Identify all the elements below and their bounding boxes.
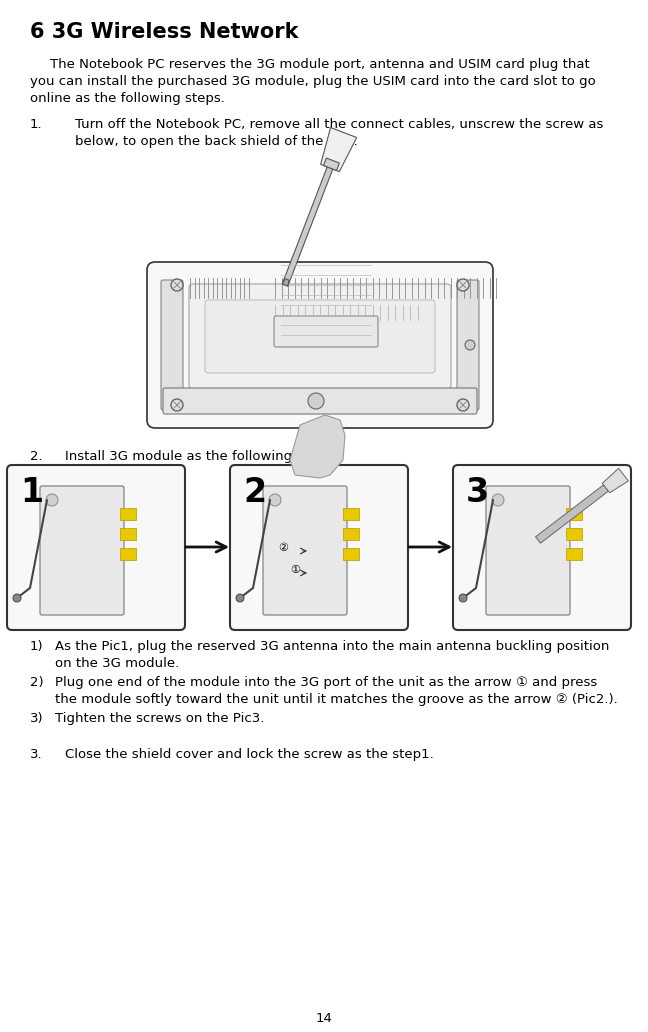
Text: 1.: 1. [30,118,43,131]
Circle shape [459,594,467,602]
Text: As the Pic1, plug the reserved 3G antenna into the main antenna buckling positio: As the Pic1, plug the reserved 3G antenn… [55,640,609,653]
FancyBboxPatch shape [230,465,408,630]
FancyBboxPatch shape [147,262,493,428]
Polygon shape [282,279,289,286]
Circle shape [308,393,324,409]
FancyBboxPatch shape [205,300,435,373]
Text: Tighten the screws on the Pic3.: Tighten the screws on the Pic3. [55,712,264,725]
Circle shape [13,594,21,602]
FancyBboxPatch shape [7,465,185,630]
Text: ②: ② [278,543,288,553]
Text: Turn off the Notebook PC, remove all the connect cables, unscrew the screw as: Turn off the Notebook PC, remove all the… [75,118,603,131]
FancyBboxPatch shape [343,508,359,520]
Circle shape [171,279,183,291]
Text: 3): 3) [30,712,43,725]
FancyBboxPatch shape [453,465,631,630]
FancyBboxPatch shape [161,280,183,410]
FancyBboxPatch shape [120,508,136,520]
Text: 14: 14 [316,1012,332,1025]
Circle shape [236,594,244,602]
Text: you can install the purchased 3G module, plug the USIM card into the card slot t: you can install the purchased 3G module,… [30,75,596,88]
Text: 3: 3 [466,476,489,509]
Polygon shape [321,128,356,171]
FancyBboxPatch shape [566,508,582,520]
Circle shape [465,340,475,350]
Text: 6 3G Wireless Network: 6 3G Wireless Network [30,22,299,42]
Text: on the 3G module.: on the 3G module. [55,657,179,670]
Circle shape [492,494,504,506]
Text: 2): 2) [30,676,43,689]
FancyBboxPatch shape [457,280,479,410]
Text: online as the following steps.: online as the following steps. [30,92,225,105]
Circle shape [457,399,469,411]
FancyBboxPatch shape [566,548,582,560]
Text: Plug one end of the module into the 3G port of the unit as the arrow ① and press: Plug one end of the module into the 3G p… [55,676,597,689]
Polygon shape [290,415,345,478]
FancyBboxPatch shape [40,486,124,615]
Circle shape [171,399,183,411]
Circle shape [457,279,469,291]
FancyBboxPatch shape [189,284,451,389]
Text: 2: 2 [243,476,266,509]
FancyBboxPatch shape [120,548,136,560]
Text: 1): 1) [30,640,43,653]
Polygon shape [535,485,608,543]
FancyBboxPatch shape [486,486,570,615]
Text: 2.: 2. [30,450,43,463]
FancyBboxPatch shape [566,528,582,540]
Polygon shape [323,158,340,170]
Text: below, to open the back shield of the unit.: below, to open the back shield of the un… [75,135,358,148]
FancyBboxPatch shape [343,528,359,540]
Text: the module softly toward the unit until it matches the groove as the arrow ② (Pi: the module softly toward the unit until … [55,694,618,706]
FancyBboxPatch shape [120,528,136,540]
Text: Close the shield cover and lock the screw as the step1.: Close the shield cover and lock the scre… [65,748,434,761]
Text: 3.: 3. [30,748,43,761]
FancyBboxPatch shape [274,316,378,347]
Text: 1: 1 [20,476,43,509]
FancyBboxPatch shape [343,548,359,560]
Polygon shape [603,469,629,492]
Circle shape [46,494,58,506]
Polygon shape [282,167,333,286]
FancyBboxPatch shape [263,486,347,615]
Text: ①: ① [290,565,300,575]
Circle shape [269,494,281,506]
Text: The Notebook PC reserves the 3G module port, antenna and USIM card plug that: The Notebook PC reserves the 3G module p… [50,58,590,71]
Text: Install 3G module as the following steps:: Install 3G module as the following steps… [65,450,336,463]
FancyBboxPatch shape [163,388,477,414]
